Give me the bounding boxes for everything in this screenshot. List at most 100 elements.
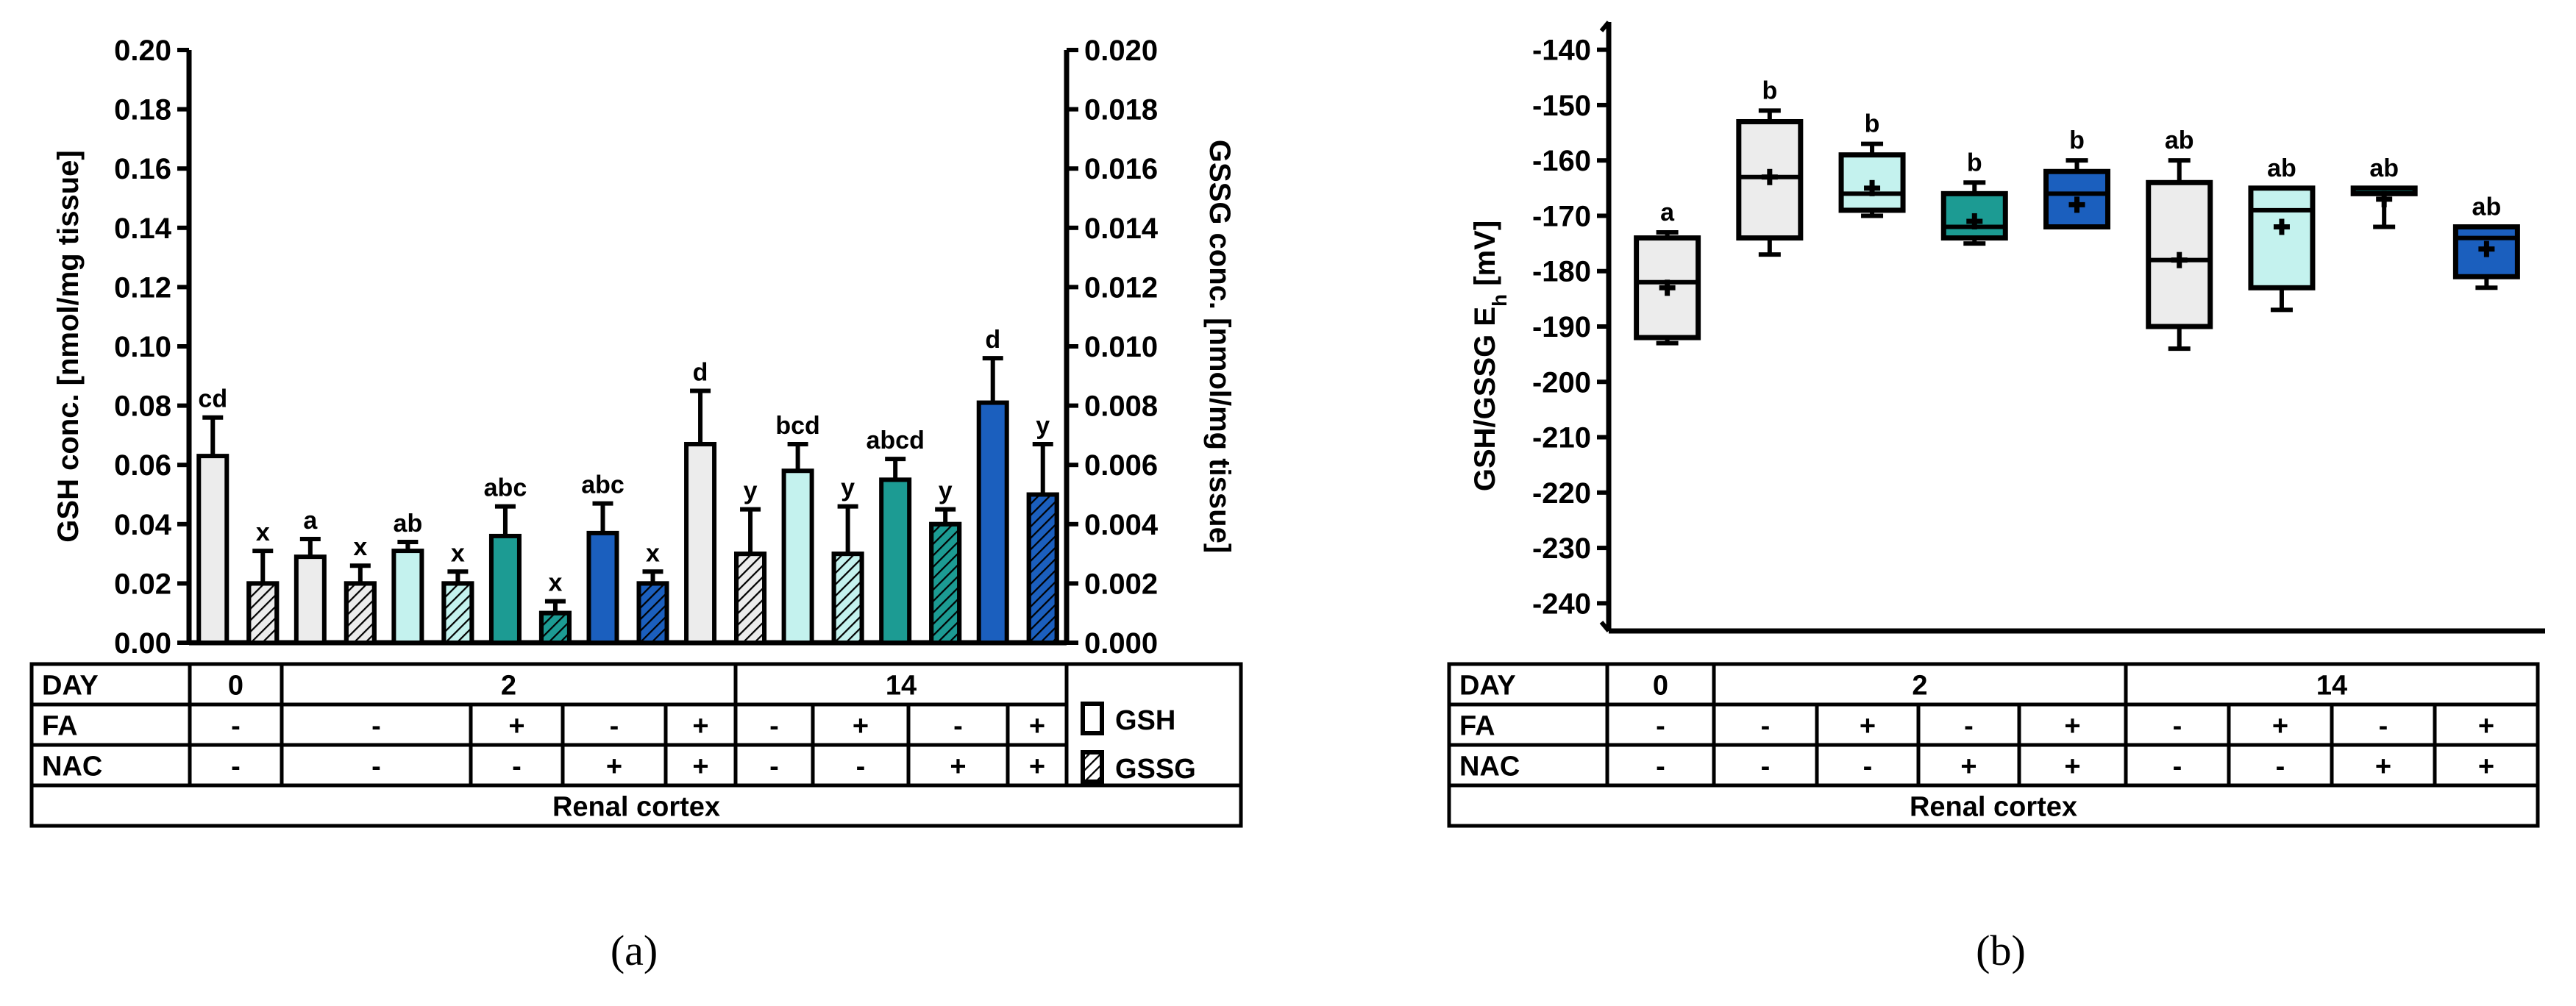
right-y-tick-label: 0.018	[1084, 94, 1158, 126]
nac-cell: -	[1863, 752, 1873, 782]
box-significance-label: a	[1660, 199, 1675, 226]
gssg-significance-label: x	[256, 518, 270, 546]
gssg-bar-hatch	[636, 581, 669, 646]
panel-b-condition-table: DAY FA NAC 0 2 14 - - - - + - - + + + - - + - - + + + Renal cort…	[1447, 662, 2540, 828]
nac-cell: -	[2276, 752, 2285, 782]
gssg-significance-label: y	[744, 477, 758, 505]
left-y-tick-label: 0.14	[114, 213, 172, 245]
nac-cell: +	[950, 752, 966, 782]
nac-cell: -	[1656, 752, 1665, 782]
left-y-tick-label: 0.20	[114, 35, 171, 67]
y-tick-label: -230	[1532, 532, 1591, 565]
gsh-bar	[781, 468, 814, 646]
fa-cell: -	[769, 711, 779, 742]
box-significance-label: ab	[2369, 154, 2399, 182]
gssg-significance-label: y	[939, 477, 953, 505]
legend-gsh-swatch	[1081, 702, 1104, 735]
right-y-tick-label: 0.006	[1084, 449, 1158, 482]
fa-cell: -	[1761, 711, 1771, 742]
fa-cell: +	[2272, 711, 2288, 742]
left-y-tick-label: 0.04	[114, 509, 172, 541]
y-axis-label: GSH/GSSG Eh [mV]	[1469, 221, 1511, 491]
fa-cell: -	[371, 711, 381, 742]
y-tick-label: -170	[1532, 200, 1591, 232]
table-row-label: FA	[42, 711, 78, 742]
panel-b-label: (b)	[1976, 927, 2026, 974]
gsh-significance-label: a	[303, 507, 318, 535]
gssg-bar-hatch	[344, 581, 377, 646]
nac-cell: +	[2064, 752, 2080, 782]
y-tick-label: -160	[1532, 145, 1591, 177]
left-y-tick-label: 0.18	[114, 94, 171, 126]
box-significance-label: ab	[2267, 154, 2296, 182]
left-y-tick-label: 0.06	[114, 449, 171, 482]
panel-a-condition-table: DAY FA NAC 0 2 14 - - - - + - - + + + - - + - - + + + Renal cort…	[29, 662, 1243, 828]
fa-cell: -	[610, 711, 619, 742]
gssg-significance-label: x	[646, 539, 660, 567]
box-significance-label: ab	[2472, 193, 2502, 221]
table-row-label: DAY	[1459, 671, 1516, 702]
gssg-significance-label: x	[353, 533, 367, 561]
nac-cell: +	[1960, 752, 1977, 782]
table-row-label: NAC	[42, 752, 102, 782]
y-tick-label: -140	[1532, 35, 1591, 67]
gsh-significance-label: bcd	[775, 412, 819, 440]
panel-a-bar-chart: 0.00 0.02 0.04 0.06 0.08 0.10 0.12 0.14 0.16 0.18…	[52, 35, 1236, 660]
nac-cell: +	[692, 752, 708, 782]
gsh-significance-label: cd	[198, 385, 227, 413]
y-tick-label: -190	[1532, 311, 1591, 343]
right-y-tick-label: 0.008	[1084, 390, 1158, 423]
box-iqr	[2452, 224, 2520, 279]
left-y-tick-label: 0.00	[114, 627, 171, 660]
gssg-significance-label: y	[1036, 412, 1050, 440]
y-axis-break-mark	[1599, 21, 1611, 32]
nac-cell: +	[606, 752, 622, 782]
gssg-bar-hatch	[1026, 492, 1059, 645]
nac-cell: -	[1761, 752, 1771, 782]
left-y-tick-label: 0.16	[114, 153, 171, 185]
y-tick-label: -210	[1532, 422, 1591, 454]
fa-cell: +	[2064, 711, 2080, 742]
day-group-label: 0	[228, 671, 243, 702]
y-tick-label: -200	[1532, 366, 1591, 399]
table-row-label: FA	[1459, 711, 1495, 742]
day-group-label: 0	[1653, 671, 1668, 702]
gsh-significance-label: d	[985, 326, 1000, 354]
right-y-tick-label: 0.004	[1084, 509, 1159, 541]
left-y-tick-label: 0.10	[114, 331, 171, 363]
right-y-tick-label: 0.016	[1084, 153, 1158, 185]
box-significance-label: b	[1762, 76, 1777, 104]
day-group-label: 2	[1912, 671, 1927, 702]
nac-cell: +	[2375, 752, 2391, 782]
gssg-significance-label: y	[841, 474, 855, 502]
gsh-significance-label: abcd	[866, 427, 924, 454]
fa-cell: +	[508, 711, 524, 742]
right-y-tick-label: 0.014	[1084, 213, 1159, 245]
tissue-label: Renal cortex	[552, 792, 720, 823]
gssg-bar-hatch	[929, 521, 962, 645]
gsh-significance-label: d	[693, 358, 708, 386]
gsh-bar	[488, 533, 522, 645]
fa-cell: -	[2173, 711, 2182, 742]
gssg-bar-hatch	[441, 581, 474, 646]
nac-cell: -	[856, 752, 866, 782]
x-axis-break-mark	[1599, 621, 1611, 632]
gsh-bar	[586, 530, 619, 646]
gssg-significance-label: x	[451, 539, 465, 567]
day-group-label: 14	[2316, 671, 2347, 702]
table-row-label: DAY	[42, 671, 99, 702]
gsh-bar	[879, 477, 912, 645]
day-group-label: 14	[886, 671, 917, 702]
fa-cell: +	[2478, 711, 2494, 742]
fa-cell: +	[853, 711, 869, 742]
right-y-tick-label: 0.000	[1084, 627, 1158, 660]
nac-cell: +	[2478, 752, 2494, 782]
fa-cell: -	[953, 711, 963, 742]
gsh-bar	[196, 454, 230, 645]
gsh-bar	[684, 441, 717, 645]
fa-cell: +	[1029, 711, 1045, 742]
y-tick-label: -180	[1532, 256, 1591, 288]
gsh-significance-label: abc	[581, 471, 625, 499]
gsh-bar	[391, 549, 424, 646]
